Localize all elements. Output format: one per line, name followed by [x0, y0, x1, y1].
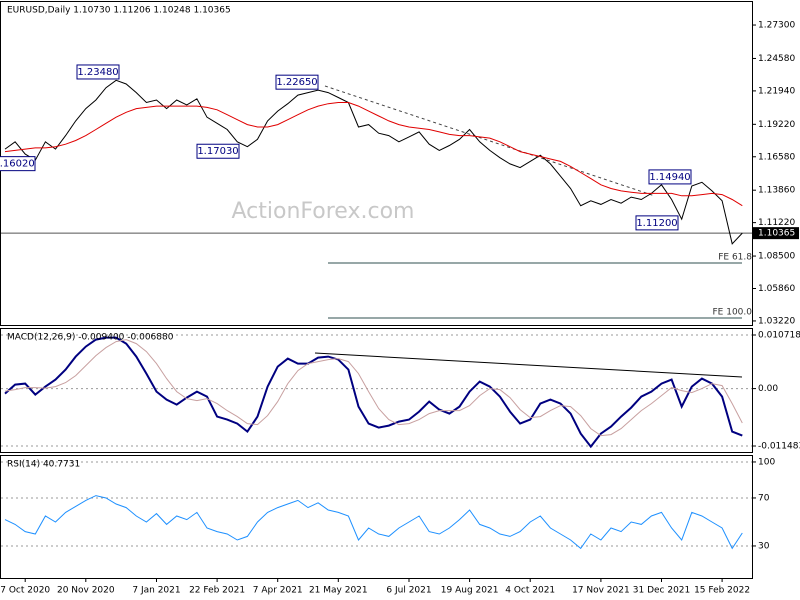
series-line — [4, 336, 743, 449]
annotation-label: 1.23480 — [77, 67, 118, 78]
y-tick-label: 70 — [758, 493, 770, 503]
y-tick-label: 1.24580 — [758, 54, 795, 64]
series-line — [4, 102, 743, 207]
annotation-label: 1.16020 — [0, 159, 35, 170]
y-tick-label: 1.03220 — [758, 316, 795, 326]
macd-trend-line — [314, 352, 743, 378]
x-tick-label: 7 Oct 2020 — [0, 586, 50, 596]
y-tick-label: 1.11220 — [758, 218, 795, 228]
last-price-box — [753, 227, 799, 240]
x-tick-label: 20 Nov 2020 — [57, 586, 115, 596]
y-tick-label: 1.08500 — [758, 252, 795, 262]
y-tick-label: 1.19220 — [758, 120, 795, 130]
y-tick-label: 1.16580 — [758, 152, 795, 162]
x-tick-label: 19 Aug 2021 — [441, 586, 499, 596]
y-tick-label: 0.00 — [758, 384, 778, 394]
fe-label: FE 61.8 — [718, 252, 752, 262]
x-tick-label: 7 Apr 2021 — [253, 586, 303, 596]
annotation-box — [76, 64, 120, 80]
watermark: ActionForex.com — [232, 199, 415, 224]
x-tick-label: 6 Jul 2021 — [386, 586, 431, 596]
annotation-box — [648, 169, 692, 185]
annotation-label: 1.14940 — [649, 172, 690, 183]
y-tick-label: 1.13860 — [758, 186, 795, 196]
panel-title: RSI(14) 40.7731 — [7, 460, 80, 470]
last-price-label: 1.10365 — [758, 229, 795, 239]
series-line — [4, 495, 743, 550]
annotation-label: 1.22650 — [276, 77, 317, 88]
annotation-box — [635, 215, 679, 231]
y-tick-label: 30 — [758, 541, 770, 551]
x-tick-label: 4 Oct 2021 — [505, 586, 555, 596]
panel-title: MACD(12,26,9) -0.009400 -0.006880 — [7, 333, 174, 343]
series-line — [4, 339, 743, 437]
y-tick-label: 100 — [758, 457, 775, 467]
annotation-label: 1.11200 — [636, 218, 677, 229]
x-tick-label: 17 Nov 2021 — [572, 586, 630, 596]
x-tick-label: 31 Dec 2021 — [633, 586, 691, 596]
annotation-label: 1.17030 — [197, 146, 238, 157]
x-tick-label: 15 Feb 2022 — [694, 586, 750, 596]
x-tick-label: 21 May 2021 — [309, 586, 368, 596]
annotation-box — [0, 156, 36, 172]
x-tick-label: 22 Feb 2021 — [189, 586, 245, 596]
panel-title: EURUSD,Daily 1.10730 1.11206 1.10248 1.1… — [7, 6, 231, 16]
annotation-box — [196, 143, 240, 159]
y-tick-label: 0.010718 — [758, 331, 800, 341]
annotation-box — [275, 74, 319, 90]
y-tick-label: 1.05860 — [758, 284, 795, 294]
x-tick-label: 7 Jan 2021 — [132, 586, 180, 596]
series-line — [4, 79, 743, 245]
y-tick-label: -0.011483 — [758, 442, 800, 452]
panel-border — [0, 455, 753, 579]
y-tick-label: 1.27300 — [758, 21, 795, 31]
fe-label: FE 100.0 — [713, 307, 753, 317]
trend-line — [324, 85, 656, 197]
y-tick-label: 1.21940 — [758, 86, 795, 96]
panel-border — [0, 328, 753, 453]
